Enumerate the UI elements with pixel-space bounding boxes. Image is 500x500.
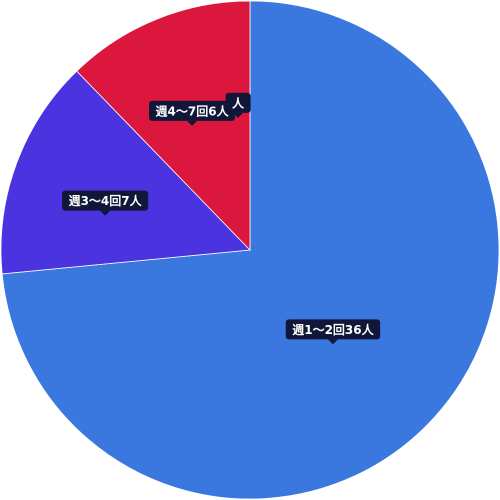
svg-text:人: 人 [232, 95, 245, 110]
pie-tooltip-3: 週4〜7回6人 [149, 100, 236, 126]
pie-tooltip-2: 週3〜4回7人 [62, 190, 149, 216]
svg-text:週3〜4回7人: 週3〜4回7人 [69, 193, 143, 208]
pie-tooltip-extra: 人 [225, 92, 251, 118]
pie-slice-3[interactable] [76, 0, 251, 251]
pie-tooltip-1: 週1〜2回36人 [285, 319, 381, 345]
svg-text:週1〜2回36人: 週1〜2回36人 [292, 322, 374, 337]
pie-slice-2[interactable] [0, 70, 251, 275]
svg-text:週4〜7回6人: 週4〜7回6人 [156, 103, 230, 118]
